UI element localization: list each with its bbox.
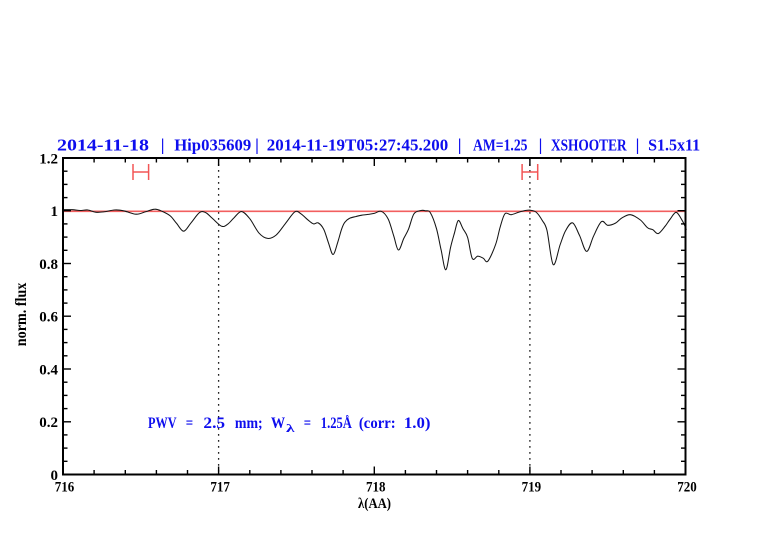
svg-text:2014-11-19T05:27:45.200: 2014-11-19T05:27:45.200 [267,136,448,155]
svg-text:717: 717 [210,480,230,496]
svg-text:716: 716 [55,480,75,496]
svg-text:|: | [636,136,640,155]
svg-text:719: 719 [522,480,542,496]
svg-text:AM=1.25: AM=1.25 [473,136,528,155]
svg-text:0.2: 0.2 [39,415,58,431]
svg-text:0.6: 0.6 [39,310,58,326]
svg-text:S1.5x11: S1.5x11 [648,136,700,155]
svg-text:0.4: 0.4 [39,362,58,378]
svg-text:PWV: PWV [148,415,177,432]
svg-text:λ(AA): λ(AA) [358,496,391,512]
svg-text:0: 0 [51,468,59,484]
svg-text:2.5: 2.5 [203,415,225,432]
svg-text:1.2: 1.2 [39,151,58,167]
svg-text:=: = [304,415,311,432]
svg-text:2014-11-18: 2014-11-18 [57,136,149,155]
svg-text:(corr:: (corr: [359,415,396,432]
svg-text:=: = [186,415,193,432]
svg-text:0.8: 0.8 [39,257,58,273]
svg-text:1: 1 [51,204,59,220]
svg-text:|: | [255,136,259,155]
svg-text:λ: λ [286,421,295,435]
svg-text:W: W [271,415,285,432]
svg-text:718: 718 [366,480,386,496]
svg-text:|: | [458,136,462,155]
svg-text:Hip035609: Hip035609 [174,136,251,155]
svg-text:1.0): 1.0) [404,415,431,432]
svg-text:720: 720 [677,480,697,496]
svg-text:norm. flux: norm. flux [13,282,30,346]
svg-text:|: | [161,136,165,155]
svg-text:mm;: mm; [235,415,263,432]
svg-text:1.25Å: 1.25Å [321,414,352,432]
svg-text:|: | [539,136,543,155]
svg-text:XSHOOTER: XSHOOTER [551,136,627,155]
